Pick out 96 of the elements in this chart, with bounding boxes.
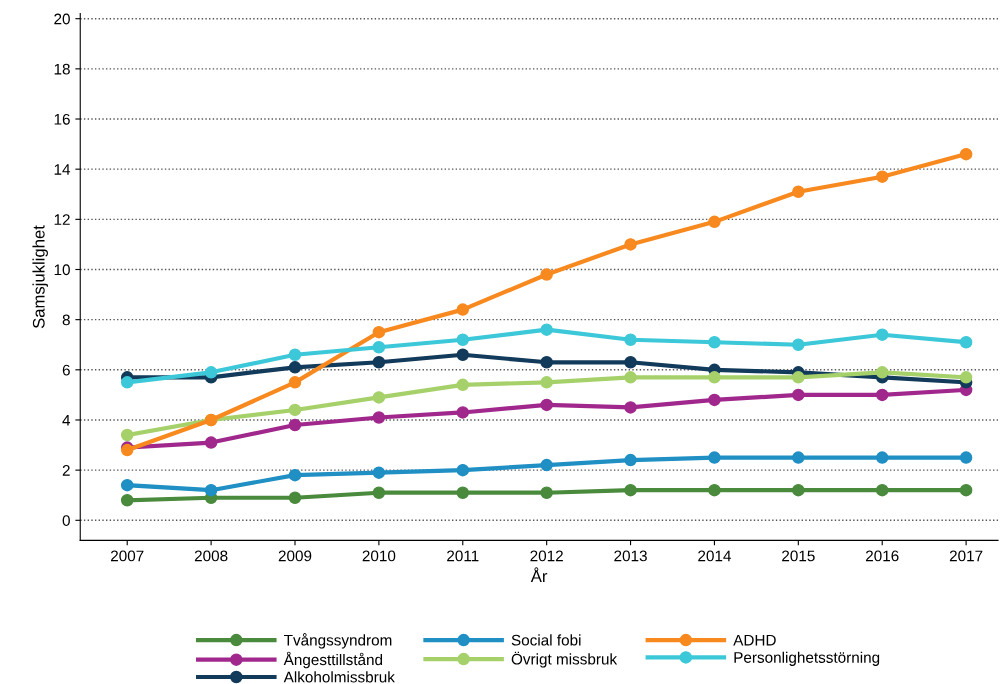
point — [540, 268, 553, 281]
point — [540, 376, 553, 389]
legend-label: Ångesttillstånd — [283, 651, 383, 669]
x-tick-label: 2013 — [614, 550, 647, 562]
point — [288, 403, 302, 417]
point — [708, 371, 721, 384]
y-axis-title: Samsjuklighet — [32, 225, 48, 329]
x-tick-label: 2015 — [782, 550, 815, 562]
point — [120, 376, 134, 389]
point — [875, 366, 889, 379]
point — [624, 356, 637, 369]
legend-label: Alkoholmissbruk — [283, 671, 395, 683]
x-tick-label: 2008 — [194, 550, 228, 562]
point — [288, 376, 302, 389]
point — [372, 466, 386, 479]
point — [875, 328, 889, 341]
x-tick-label: 2010 — [362, 550, 396, 562]
point — [624, 483, 637, 497]
y-tick-label: 18 — [54, 63, 70, 75]
point — [959, 147, 973, 161]
point — [204, 483, 218, 497]
point — [540, 486, 553, 499]
point — [875, 451, 889, 464]
point — [624, 238, 637, 251]
point — [708, 483, 721, 497]
point — [120, 493, 134, 507]
point — [456, 406, 470, 419]
x-tick-label: 2011 — [447, 550, 479, 562]
point — [288, 468, 302, 482]
y-tick-label: 20 — [54, 13, 70, 25]
point — [456, 378, 470, 392]
point — [875, 483, 889, 497]
point — [959, 371, 973, 384]
x-tick-label: 2016 — [866, 550, 899, 562]
y-tick-label: 12 — [54, 214, 70, 225]
x-tick-label: 2017 — [949, 550, 983, 562]
point — [288, 418, 302, 432]
point — [540, 458, 553, 472]
point — [708, 215, 721, 229]
point — [624, 333, 637, 346]
x-tick-label: 2014 — [698, 550, 731, 562]
point — [959, 483, 973, 497]
x-tick-label: 2012 — [530, 550, 563, 562]
point — [372, 356, 386, 369]
y-tick-label: 4 — [62, 415, 71, 426]
point — [792, 338, 805, 351]
y-tick-label: 16 — [54, 113, 70, 125]
point — [540, 356, 553, 369]
point — [708, 335, 721, 349]
point — [204, 366, 218, 379]
point — [456, 348, 470, 362]
point — [624, 453, 637, 467]
point — [708, 451, 721, 464]
point — [624, 371, 637, 384]
point — [456, 463, 470, 477]
point — [456, 333, 470, 346]
point — [708, 393, 721, 407]
point — [792, 371, 805, 384]
point — [875, 388, 889, 402]
point — [120, 428, 134, 442]
legend-label: Social fobi — [511, 634, 581, 646]
y-tick-label: 14 — [54, 164, 71, 175]
point — [288, 348, 302, 362]
point — [792, 185, 805, 198]
point — [288, 491, 302, 504]
x-tick-label: 2007 — [110, 550, 144, 562]
legend-label: Personlighetsstörning — [734, 651, 880, 666]
y-tick-label: 8 — [62, 314, 70, 326]
point — [540, 323, 553, 336]
point — [456, 486, 470, 499]
point — [792, 483, 805, 497]
legend-label: Tvångssyndrom — [284, 633, 392, 649]
point — [959, 451, 973, 464]
x-axis-title: År — [530, 567, 548, 582]
y-tick-label: 6 — [62, 364, 70, 376]
legend-label: ADHD — [733, 634, 776, 646]
point — [959, 335, 973, 349]
point — [120, 478, 134, 492]
point — [792, 451, 805, 464]
point — [372, 325, 386, 339]
point — [372, 391, 386, 404]
x-tick-label: 2009 — [278, 550, 312, 562]
point — [204, 436, 218, 449]
point — [372, 411, 386, 424]
legend-label: Övrigt missbruk — [511, 651, 618, 668]
y-tick-label: 10 — [54, 264, 70, 276]
point — [456, 303, 470, 316]
y-tick-label: 0 — [62, 515, 70, 526]
point — [792, 388, 805, 402]
point — [288, 361, 302, 374]
point — [624, 401, 637, 414]
point — [372, 486, 386, 499]
point — [372, 340, 386, 354]
y-tick-label: 2 — [62, 465, 70, 476]
point — [875, 170, 889, 183]
point — [540, 398, 553, 412]
